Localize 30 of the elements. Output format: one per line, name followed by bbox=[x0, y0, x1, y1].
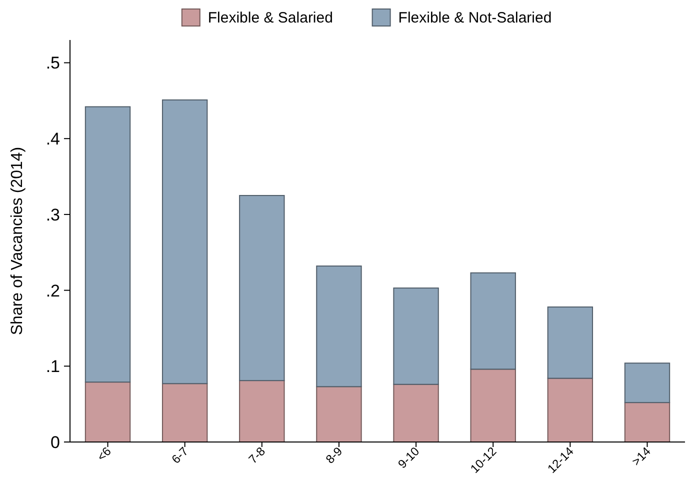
bar bbox=[162, 383, 208, 442]
y-tick-label: 0 bbox=[50, 432, 60, 452]
bar bbox=[162, 99, 208, 384]
bar bbox=[624, 402, 670, 442]
bar bbox=[393, 384, 439, 442]
y-tick-label: .2 bbox=[46, 281, 60, 300]
bar bbox=[239, 380, 285, 442]
bar bbox=[624, 362, 670, 404]
y-tick-label: .5 bbox=[46, 54, 60, 73]
bar bbox=[393, 288, 439, 385]
legend-label: Flexible & Not-Salaried bbox=[398, 9, 552, 26]
y-tick-label: .3 bbox=[46, 205, 60, 224]
bar bbox=[84, 106, 131, 383]
bar bbox=[547, 306, 594, 379]
y-tick-label: .4 bbox=[46, 130, 60, 149]
x-tick-label: 8-9 bbox=[322, 444, 346, 466]
y-axis-title: Share of Vacancies (2014) bbox=[9, 146, 26, 336]
bar bbox=[84, 382, 131, 442]
y-tick-label: .1 bbox=[46, 357, 60, 376]
bar bbox=[470, 272, 516, 370]
bar bbox=[316, 266, 362, 388]
x-tick-label: 7-8 bbox=[246, 444, 268, 466]
bar bbox=[316, 386, 362, 442]
bar bbox=[547, 378, 594, 442]
x-tick-label: 6-7 bbox=[168, 444, 192, 466]
bar bbox=[470, 368, 516, 442]
bar bbox=[239, 194, 285, 382]
legend-label: Flexible & Salaried bbox=[208, 9, 333, 26]
x-tick-label: <6 bbox=[94, 444, 114, 464]
x-tick-label: >14 bbox=[629, 444, 654, 469]
